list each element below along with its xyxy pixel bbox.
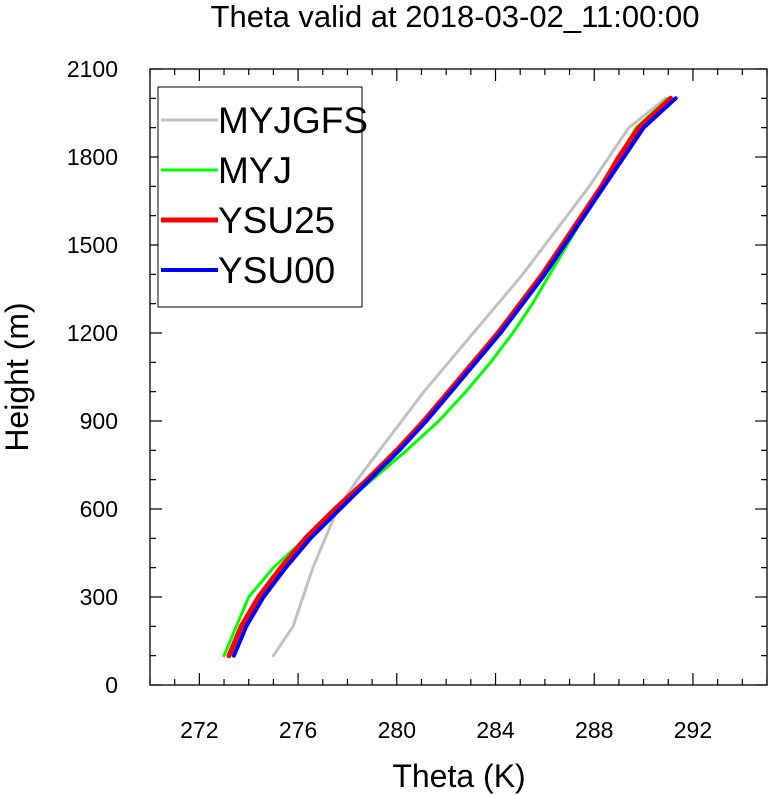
plot-lines [222,95,678,659]
y-tick-label: 2100 [67,56,118,82]
legend-entry-ysu00: YSU00 [218,250,335,291]
legend-entry-myj: MYJ [218,150,292,191]
x-tick-label: 276 [279,717,317,743]
y-axis-label: Height (m) [0,302,35,451]
plot-frame [149,68,768,686]
y-tick-label: 1500 [67,232,118,258]
y-tick-label: 1200 [67,320,118,346]
chart-title: Theta valid at 2018-03-02_11:00:00 [211,0,700,34]
legend-entry-ysu25: YSU25 [218,200,335,241]
y-tick-label: 600 [80,496,118,522]
series-line-myjgfs [271,96,668,658]
y-tick-label: 300 [80,584,118,610]
axis-ticks [149,68,768,686]
legend-entry-myjgfs: MYJGFS [218,100,368,141]
x-axis-label: Theta (K) [392,758,525,794]
x-tick-label: 280 [378,717,416,743]
x-tick-label: 292 [674,717,712,743]
y-tick-label: 900 [80,408,118,434]
x-tick-label: 288 [575,717,613,743]
tick-labels: 272 276 280 284 288 292 0 300 600 900 1200 1500 1800… [67,56,712,743]
y-tick-label: 0 [105,672,118,698]
x-tick-label: 272 [180,717,218,743]
x-tick-label: 284 [476,717,515,743]
y-tick-label: 1800 [67,144,118,170]
legend: MYJGFS MYJ YSU25 YSU00 [157,86,368,308]
series-line-ysu00 [231,96,678,658]
